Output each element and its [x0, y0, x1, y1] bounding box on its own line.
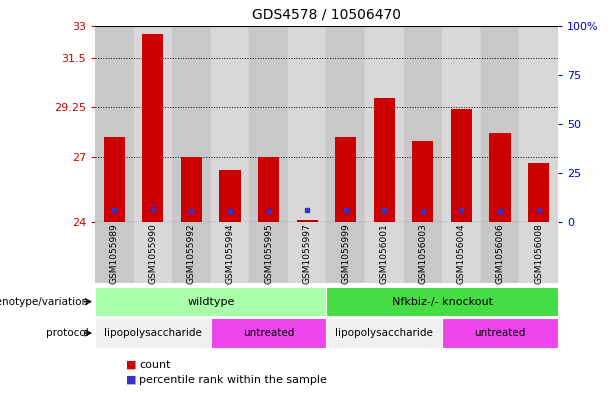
- Bar: [442, 318, 558, 348]
- Text: GSM1055995: GSM1055995: [264, 223, 273, 284]
- Bar: [327, 287, 558, 316]
- Bar: [519, 26, 558, 222]
- Text: ■: ■: [126, 375, 136, 385]
- Text: GSM1056008: GSM1056008: [534, 223, 543, 284]
- Bar: [374, 97, 395, 222]
- Bar: [403, 26, 442, 222]
- Title: GDS4578 / 10506470: GDS4578 / 10506470: [252, 7, 401, 22]
- Text: percentile rank within the sample: percentile rank within the sample: [139, 375, 327, 385]
- Text: protocol: protocol: [46, 328, 89, 338]
- Bar: [327, 222, 365, 283]
- Text: count: count: [139, 360, 170, 370]
- Bar: [412, 141, 433, 222]
- Bar: [249, 222, 288, 283]
- Bar: [442, 222, 481, 283]
- Text: GSM1055994: GSM1055994: [226, 223, 235, 284]
- Text: lipopolysaccharide: lipopolysaccharide: [335, 328, 433, 338]
- Bar: [219, 170, 241, 222]
- Text: wildtype: wildtype: [187, 297, 234, 307]
- Text: GSM1056006: GSM1056006: [495, 223, 504, 284]
- Bar: [451, 108, 472, 222]
- Bar: [327, 26, 365, 222]
- Bar: [288, 222, 327, 283]
- Bar: [181, 156, 202, 222]
- Bar: [288, 26, 327, 222]
- Bar: [365, 26, 403, 222]
- Bar: [297, 220, 318, 222]
- Bar: [172, 222, 211, 283]
- Bar: [489, 132, 511, 222]
- Bar: [211, 26, 249, 222]
- Bar: [172, 26, 211, 222]
- Text: GSM1055990: GSM1055990: [148, 223, 158, 284]
- Text: untreated: untreated: [474, 328, 526, 338]
- Bar: [134, 222, 172, 283]
- Text: Nfkbiz-/- knockout: Nfkbiz-/- knockout: [392, 297, 493, 307]
- Text: ■: ■: [126, 360, 136, 370]
- Bar: [327, 318, 442, 348]
- Bar: [481, 222, 519, 283]
- Text: GSM1055989: GSM1055989: [110, 223, 119, 284]
- Text: GSM1055997: GSM1055997: [303, 223, 311, 284]
- Bar: [95, 26, 134, 222]
- Bar: [95, 318, 211, 348]
- Bar: [335, 137, 356, 222]
- Bar: [365, 222, 403, 283]
- Bar: [258, 156, 279, 222]
- Bar: [442, 26, 481, 222]
- Bar: [403, 222, 442, 283]
- Bar: [519, 222, 558, 283]
- Bar: [481, 26, 519, 222]
- Text: GSM1055992: GSM1055992: [187, 223, 196, 284]
- Text: GSM1056003: GSM1056003: [418, 223, 427, 284]
- Text: lipopolysaccharide: lipopolysaccharide: [104, 328, 202, 338]
- Bar: [134, 26, 172, 222]
- Text: GSM1056001: GSM1056001: [380, 223, 389, 284]
- Bar: [211, 318, 327, 348]
- Bar: [528, 163, 549, 222]
- Text: GSM1055999: GSM1055999: [341, 223, 350, 284]
- Text: genotype/variation: genotype/variation: [0, 297, 89, 307]
- Bar: [142, 34, 164, 222]
- Text: untreated: untreated: [243, 328, 294, 338]
- Bar: [211, 222, 249, 283]
- Text: GSM1056004: GSM1056004: [457, 223, 466, 284]
- Bar: [95, 287, 327, 316]
- Bar: [104, 137, 125, 222]
- Bar: [249, 26, 288, 222]
- Bar: [95, 222, 134, 283]
